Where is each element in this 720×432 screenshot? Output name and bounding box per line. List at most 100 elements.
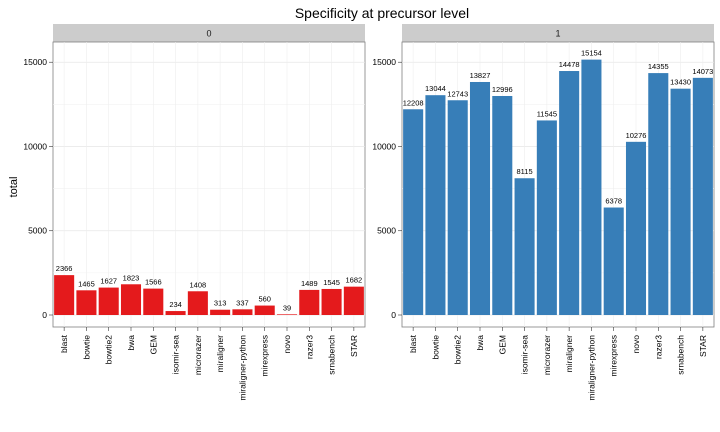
bar bbox=[469, 81, 491, 315]
bar-value-label: 1465 bbox=[78, 279, 95, 288]
bar-value-label: 14073 bbox=[692, 67, 713, 76]
x-tick-label: novo bbox=[631, 335, 641, 354]
facet-strip bbox=[53, 24, 365, 42]
x-tick-label: bowtie bbox=[430, 335, 440, 360]
x-tick-label: GEM bbox=[497, 335, 507, 354]
y-tick-label: 5000 bbox=[377, 226, 396, 236]
bar bbox=[425, 95, 446, 315]
x-tick-label: mirexpress bbox=[260, 335, 270, 377]
facet-strip bbox=[402, 24, 714, 42]
bar bbox=[299, 289, 320, 315]
bar bbox=[559, 71, 580, 315]
x-tick-label: bowtie2 bbox=[453, 335, 463, 365]
panel-0: 0 0 5000 10000 15000 2366 1465 1627 1823 1566 234 1… bbox=[23, 24, 366, 401]
bar-value-label: 1682 bbox=[346, 276, 363, 285]
x-tick-label: bowtie bbox=[81, 335, 91, 360]
bar-value-label: 1408 bbox=[190, 280, 207, 289]
x-tick-label: isomir-sea bbox=[520, 335, 530, 374]
bar-value-label: 337 bbox=[236, 298, 249, 307]
y-tick-label: 5000 bbox=[28, 226, 47, 236]
bar bbox=[603, 207, 624, 315]
bar bbox=[343, 286, 364, 315]
bar-value-label: 13827 bbox=[470, 71, 491, 80]
bar-value-label: 15154 bbox=[581, 49, 602, 58]
x-tick-label: miraligner-python bbox=[237, 335, 247, 401]
bar-value-label: 8115 bbox=[517, 167, 533, 176]
bar bbox=[492, 95, 513, 315]
x-tick-label: mirexpress bbox=[609, 335, 619, 377]
bar bbox=[187, 291, 208, 315]
bar-value-label: 14355 bbox=[648, 62, 669, 71]
bar-value-label: 11545 bbox=[537, 109, 557, 118]
x-tick-label: razer3 bbox=[653, 335, 663, 359]
x-tick-label: razer3 bbox=[304, 335, 314, 359]
facet-strip-label: 0 bbox=[206, 29, 211, 39]
bar bbox=[54, 275, 75, 315]
bar bbox=[143, 288, 164, 315]
bar bbox=[98, 287, 119, 315]
x-tick-label: novo bbox=[282, 335, 292, 354]
bar-value-label: 13430 bbox=[670, 78, 691, 87]
bar-value-label: 1489 bbox=[301, 279, 318, 288]
bar bbox=[321, 288, 342, 315]
x-tick-label: microrazer bbox=[542, 335, 552, 375]
bar bbox=[536, 120, 557, 315]
bar bbox=[210, 309, 231, 315]
bar-value-label: 1545 bbox=[323, 278, 340, 287]
y-tick-label: 10000 bbox=[23, 141, 47, 151]
x-tick-label: blast bbox=[59, 334, 69, 353]
x-tick-label: isomir-sea bbox=[171, 335, 181, 374]
x-tick-label: miraligner-python bbox=[586, 335, 596, 401]
x-tick-label: miraligner bbox=[215, 335, 225, 372]
x-tick-label: bowtie2 bbox=[104, 335, 114, 365]
bar bbox=[447, 100, 468, 315]
x-tick-label: bwa bbox=[475, 335, 485, 351]
bar-value-label: 14478 bbox=[559, 60, 580, 69]
y-tick-label: 10000 bbox=[372, 141, 396, 151]
y-tick-label: 15000 bbox=[23, 57, 47, 67]
bar bbox=[648, 73, 669, 315]
bar bbox=[165, 311, 186, 315]
x-tick-label: miraligner bbox=[564, 335, 574, 372]
bar-value-label: 12208 bbox=[403, 98, 424, 107]
bar bbox=[276, 314, 298, 315]
chart-title: Specificity at precursor level bbox=[295, 5, 469, 21]
bar bbox=[692, 77, 713, 315]
panel-background bbox=[52, 41, 366, 328]
bar bbox=[232, 309, 253, 315]
bar-value-label: 10276 bbox=[626, 131, 647, 140]
bar bbox=[120, 284, 142, 315]
bar-value-label: 39 bbox=[283, 303, 291, 312]
bar bbox=[670, 88, 691, 315]
bar-value-label: 234 bbox=[169, 300, 182, 309]
x-tick-label: STAR bbox=[349, 335, 359, 357]
bar-value-label: 1823 bbox=[123, 273, 140, 282]
x-tick-label: srnabench bbox=[676, 335, 686, 375]
bar-value-label: 560 bbox=[258, 295, 271, 304]
bar-value-label: 12996 bbox=[492, 85, 513, 94]
facet-strip-label: 1 bbox=[555, 29, 560, 39]
bar bbox=[403, 109, 424, 316]
y-tick-label: 0 bbox=[42, 310, 47, 320]
panel-1: 1 0 5000 10000 15000 122081304412743138271299… bbox=[372, 24, 715, 401]
y-tick-label: 0 bbox=[391, 310, 396, 320]
bar bbox=[581, 59, 602, 315]
x-tick-label: bwa bbox=[126, 335, 136, 351]
bar bbox=[76, 290, 97, 315]
bar bbox=[514, 178, 535, 315]
x-tick-label: GEM bbox=[148, 335, 158, 354]
x-tick-label: STAR bbox=[698, 335, 708, 357]
y-axis-title: total bbox=[8, 177, 20, 198]
y-tick-label: 15000 bbox=[372, 57, 396, 67]
x-tick-label: microrazer bbox=[193, 335, 203, 375]
bar-value-label: 6378 bbox=[605, 197, 622, 206]
bar-value-label: 13044 bbox=[425, 84, 446, 93]
x-tick-label: srnabench bbox=[327, 335, 337, 375]
bar bbox=[625, 141, 647, 315]
bar-value-label: 1627 bbox=[100, 277, 117, 286]
x-tick-label: blast bbox=[408, 334, 418, 353]
bar-value-label: 1566 bbox=[145, 278, 162, 287]
